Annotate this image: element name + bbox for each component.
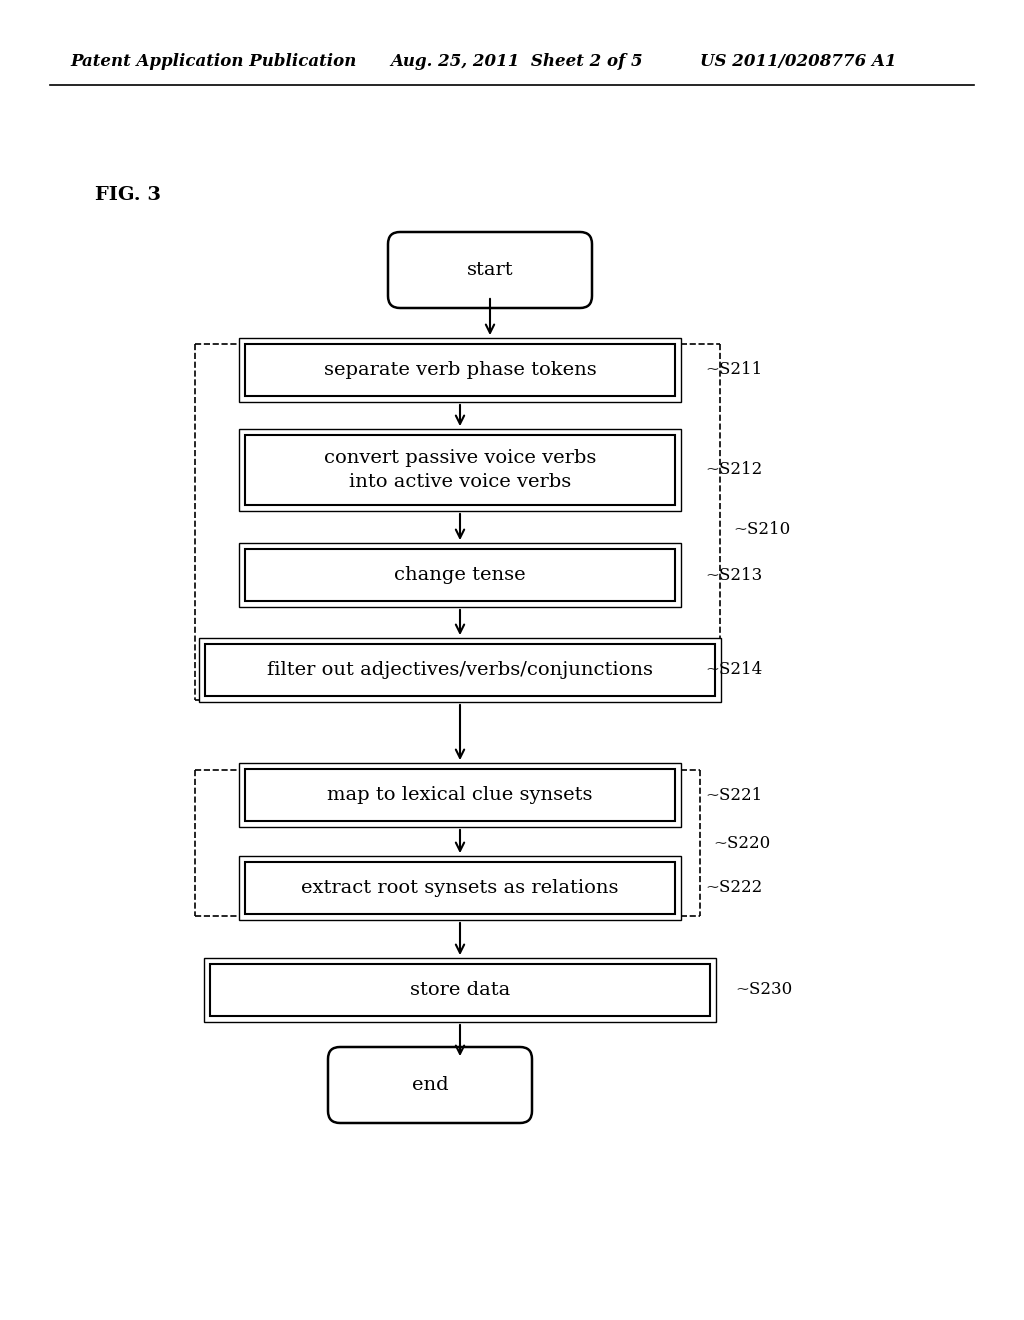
- Text: FIG. 3: FIG. 3: [95, 186, 161, 205]
- Text: end: end: [412, 1076, 449, 1094]
- Text: separate verb phase tokens: separate verb phase tokens: [324, 360, 596, 379]
- Bar: [239, 429, 681, 511]
- Bar: [205, 644, 715, 696]
- Text: ~S214: ~S214: [705, 661, 762, 678]
- Text: change tense: change tense: [394, 566, 525, 583]
- Bar: [239, 855, 681, 920]
- Text: map to lexical clue synsets: map to lexical clue synsets: [328, 785, 593, 804]
- Text: US 2011/0208776 A1: US 2011/0208776 A1: [700, 54, 896, 70]
- Text: filter out adjectives/verbs/conjunctions: filter out adjectives/verbs/conjunctions: [267, 661, 653, 678]
- Text: Patent Application Publication: Patent Application Publication: [70, 54, 356, 70]
- Bar: [245, 862, 675, 913]
- Bar: [245, 770, 675, 821]
- Text: ~S230: ~S230: [735, 982, 793, 998]
- Bar: [239, 543, 681, 607]
- FancyBboxPatch shape: [388, 232, 592, 308]
- Text: extract root synsets as relations: extract root synsets as relations: [301, 879, 618, 898]
- Bar: [245, 436, 675, 506]
- Bar: [239, 763, 681, 828]
- Text: ~S213: ~S213: [705, 566, 762, 583]
- Bar: [239, 338, 681, 403]
- Text: ~S212: ~S212: [705, 462, 762, 479]
- Text: ~S211: ~S211: [705, 362, 762, 379]
- Bar: [204, 958, 716, 1022]
- Text: start: start: [467, 261, 513, 279]
- Text: ~S210: ~S210: [733, 521, 791, 539]
- Text: ~S221: ~S221: [705, 787, 762, 804]
- Text: ~S220: ~S220: [713, 834, 770, 851]
- Text: ~S222: ~S222: [705, 879, 762, 896]
- FancyBboxPatch shape: [328, 1047, 532, 1123]
- Bar: [199, 638, 721, 702]
- Bar: [245, 549, 675, 601]
- Bar: [245, 345, 675, 396]
- Text: convert passive voice verbs
into active voice verbs: convert passive voice verbs into active …: [324, 449, 596, 491]
- Text: store data: store data: [410, 981, 510, 999]
- Text: Aug. 25, 2011  Sheet 2 of 5: Aug. 25, 2011 Sheet 2 of 5: [390, 54, 643, 70]
- Bar: [210, 964, 710, 1016]
